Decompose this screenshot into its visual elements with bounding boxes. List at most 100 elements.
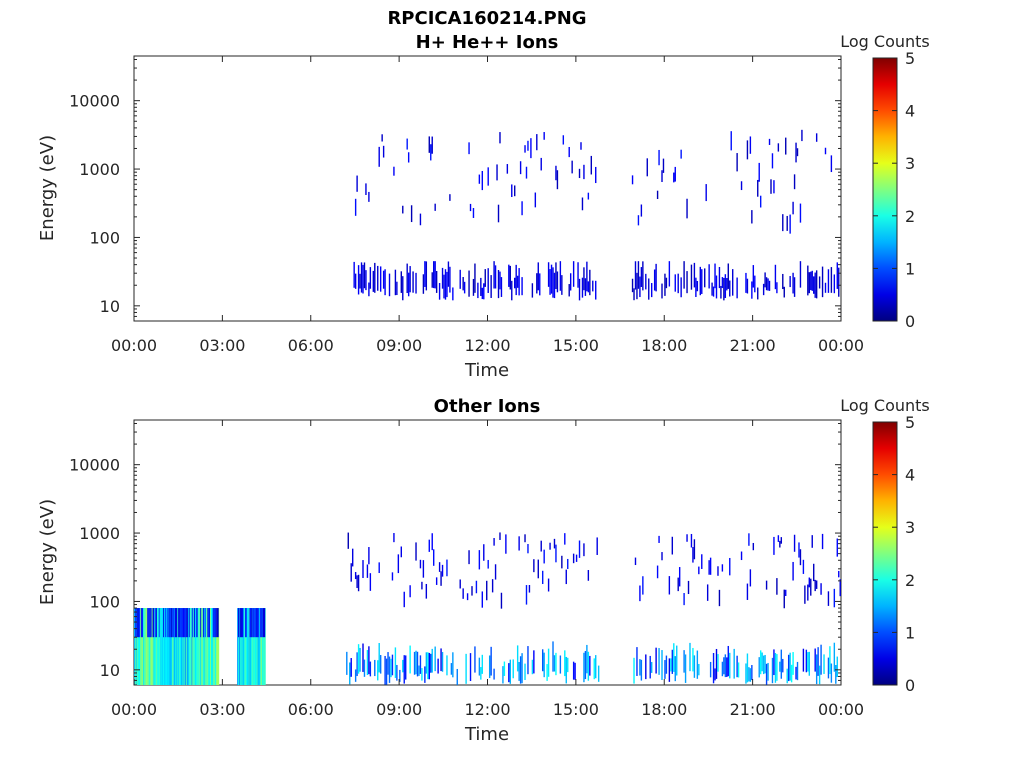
spectrogram-cell [357,644,360,674]
spectrogram-cell [480,277,482,296]
spectrogram-cell [689,642,691,672]
spectrogram-cell [686,534,688,542]
spectrogram-cell [374,262,376,293]
spectrogram-cell [758,657,760,678]
spectrogram-cell [394,269,397,296]
spectrogram-cell [578,278,581,301]
spectrogram-cell [677,273,679,294]
x-tick-label: 00:00 [111,336,157,355]
spectrogram-cell [642,261,644,291]
spectrogram-cell [768,138,771,145]
spectrogram-cell [518,536,520,551]
spectrogram-cell [830,663,833,683]
spectrogram-cell [645,654,647,680]
spectrogram-cell [592,280,594,292]
spectrogram-cell [519,161,522,175]
spectrogram-cell [749,668,752,682]
spectrogram-cell [786,215,788,231]
spectrogram-cell [581,277,584,298]
spectrogram-cell [746,583,749,600]
colorbar-tick-label: 4 [905,466,915,485]
spectrogram-cell [447,261,450,287]
spectrogram-cell [698,566,700,575]
x-tick-label: 09:00 [376,700,422,719]
spectrogram-cell [815,133,818,142]
spectrogram-cell [780,537,783,544]
spectrogram-cell [814,648,816,672]
colorbar-tick-label: 5 [905,413,915,432]
spectrogram-cell [216,608,220,685]
spectrogram-cell [807,652,809,672]
spectrogram-cell [838,570,840,578]
spectrogram-cell [727,263,729,289]
spectrogram-cell [595,166,597,184]
spectrogram-cell [801,129,803,142]
spectrogram-cell [484,269,486,287]
spectrogram-cell [497,269,500,299]
spectrogram-cell [583,164,585,180]
spectrogram-cell [595,280,597,300]
spectrogram-cell [516,645,519,672]
spectrogram-cell [673,172,675,183]
spectrogram-cell [490,646,492,676]
spectrogram-cell [655,263,657,292]
spectrogram-cell [640,659,643,681]
spectrogram-cell [583,543,585,557]
spectrogram-cell [758,162,760,182]
x-tick-label: 21:00 [730,336,776,355]
spectrogram-cell [767,278,769,291]
spectrogram-cell [478,174,481,184]
spectrogram-cell [718,589,721,607]
spectrogram-cell [736,277,738,299]
spectrogram-cell [569,273,572,291]
spectrogram-cell [827,269,830,293]
spectrogram-cell [836,538,838,557]
colorbar-tick-label: 2 [905,571,915,590]
spectrogram-cell [639,659,641,676]
spectrogram-cell [430,144,432,161]
spectrogram-cell [674,656,676,682]
spectrogram-cell [698,663,700,676]
spectrogram-cell [534,192,537,208]
spectrogram-cell [721,564,724,572]
spectrogram-cell [701,554,703,569]
spectrogram-cell [653,269,656,291]
spectrogram-cell [449,266,451,293]
x-tick-label: 06:00 [288,336,334,355]
spectrogram-cell [497,204,500,223]
spectrogram-cell [362,560,364,579]
spectrogram-cell [789,276,791,288]
spectrogram-cell [773,536,775,555]
spectrogram-cell [368,282,370,297]
spectrogram-cell [572,553,575,564]
spectrogram-cell [541,649,544,672]
spectrogram-cell [360,262,363,293]
spectrogram-cell [820,583,822,595]
x-tick-label: 09:00 [376,336,422,355]
spectrogram-cell [403,591,405,608]
spectrogram-cell [583,652,585,683]
spectrogram-cell [633,288,635,301]
spectrogram-cell [704,268,706,288]
spectrogram-cell [799,261,802,288]
spectrogram-cell [410,205,413,223]
spectrogram-cell [516,275,519,288]
spectrogram-cell [506,164,509,174]
spectrogram-cell [765,580,768,590]
spectrogram-cell [639,276,641,298]
x-axis-label: Time [464,360,509,381]
spectrogram-cell [813,563,815,582]
spectrogram-cell [706,584,709,601]
spectrogram-cell [561,555,563,569]
spectrogram-cell [536,134,538,151]
spectrogram-cell [723,277,725,301]
spectrogram-cell [764,654,766,674]
spectrogram-cell [505,534,507,554]
spectrogram-cell [746,140,749,160]
spectrogram-cell [396,664,398,681]
spectrogram-cell [717,566,719,576]
spectrogram-cell [407,272,410,297]
spectrogram-cell [396,281,398,296]
spectrogram-cell [714,668,716,681]
spectrogram-cell [546,664,548,681]
